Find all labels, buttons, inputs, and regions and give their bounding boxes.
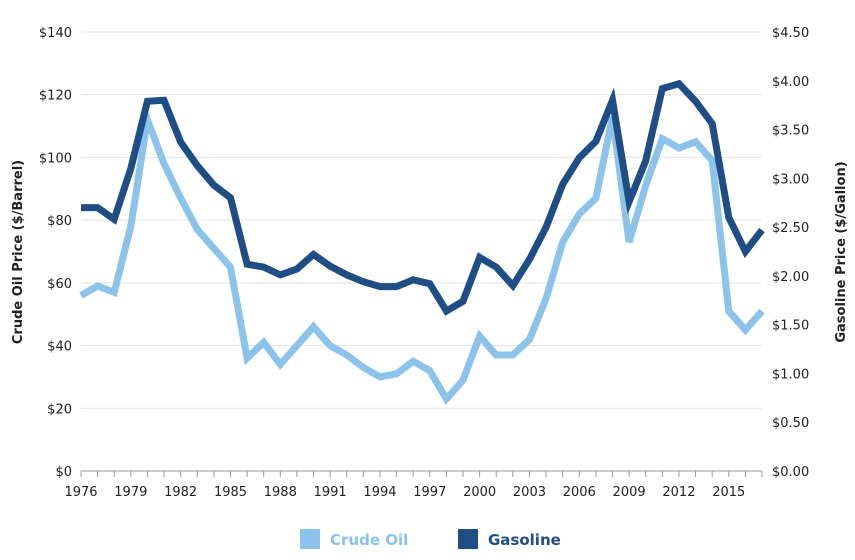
x-tick-label: 2015	[712, 485, 745, 500]
x-tick-label: 1976	[64, 485, 97, 500]
legend-label: Crude Oil	[330, 531, 408, 549]
left-tick-label: $40	[47, 340, 72, 355]
x-tick-label: 1991	[314, 485, 347, 500]
legend: Crude Oil Gasoline	[300, 529, 561, 549]
right-tick-label: $4.50	[772, 26, 809, 41]
right-tick-label: $2.50	[772, 221, 809, 236]
left-tick-label: $80	[47, 214, 72, 229]
left-tick-label: $60	[47, 277, 72, 292]
legend-label: Gasoline	[488, 531, 561, 549]
left-tick-label: $0	[55, 465, 72, 480]
x-tick-label: 2006	[563, 485, 596, 500]
right-tick-label: $3.00	[772, 172, 809, 187]
x-tick-label: 1979	[114, 485, 147, 500]
x-tick-label: 1982	[164, 485, 197, 500]
left-tick-label: $20	[47, 402, 72, 417]
right-tick-label: $0.50	[772, 416, 809, 431]
series-lines	[79, 79, 765, 405]
right-tick-label: $1.50	[772, 319, 809, 334]
right-tick-label: $1.00	[772, 367, 809, 382]
right-tick-label: $0.00	[772, 465, 809, 480]
x-axis-ticks: 1976 1979 1982 1985 1988 1991 1994 1997 2000 2003…	[64, 471, 763, 500]
x-tick-label: 2009	[613, 485, 646, 500]
right-tick-label: $2.00	[772, 270, 809, 285]
left-tick-label: $100	[39, 151, 72, 166]
right-axis-title: Gasoline Price ($/Gallon)	[834, 161, 849, 342]
x-tick-label: 1994	[363, 485, 396, 500]
left-axis-title: Crude Oil Price ($/Barrel)	[11, 160, 26, 344]
right-axis-ticks: $0.00 $0.50 $1.00 $1.50 $2.00 $2.50 $3.00 $3.50…	[772, 26, 809, 480]
left-axis-ticks: $0 $20 $40 $60 $80 $100 $120 $140	[39, 26, 72, 480]
series-line-gasoline	[81, 79, 765, 316]
left-tick-label: $120	[39, 89, 72, 104]
series-line-crude-oil	[79, 106, 765, 405]
x-tick-label: 2003	[513, 485, 546, 500]
legend-swatch	[458, 529, 478, 549]
x-tick-label: 1985	[214, 485, 247, 500]
x-tick-label: 1997	[413, 485, 446, 500]
x-tick-label: 2012	[662, 485, 695, 500]
x-tick-label: 2000	[463, 485, 496, 500]
x-tick-label: 1988	[264, 485, 297, 500]
left-tick-label: $140	[39, 26, 72, 41]
right-tick-label: $4.00	[772, 75, 809, 90]
legend-swatch	[300, 529, 320, 549]
right-tick-label: $3.50	[772, 124, 809, 139]
